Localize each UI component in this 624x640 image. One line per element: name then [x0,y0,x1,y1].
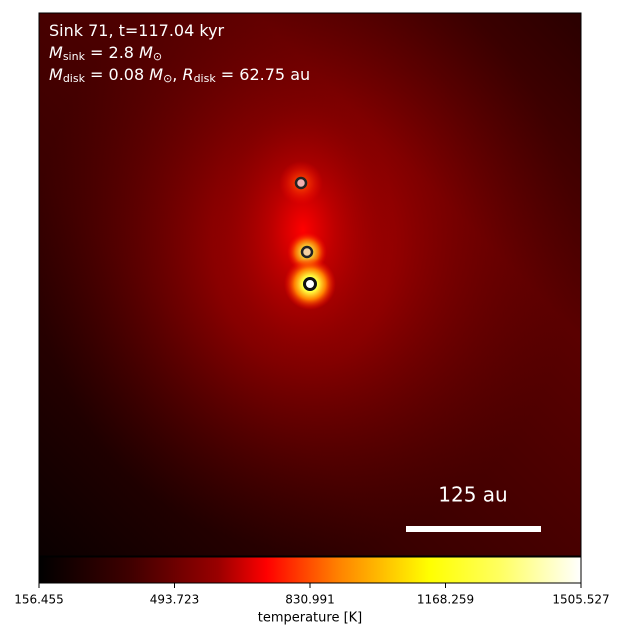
tick-label: 156.455 [14,593,64,607]
tick-label: 1168.259 [417,593,474,607]
annotation: Msink = 2.8 M⊙ [49,43,162,64]
scale-bar [406,526,541,532]
tick-label: 1505.527 [552,593,609,607]
tick-label: 830.991 [285,593,335,607]
colorbar-ticks: 156.455 493.723 830.991 1168.259 1505.527 [14,583,610,607]
sink-marker [300,245,314,259]
colorbar-label: temperature [K] [258,611,363,626]
scale-bar-label: 125 au [438,483,507,507]
temperature-map [39,13,581,556]
annotation: Sink 71, t=117.04 kyr [49,21,225,40]
annotation: Mdisk = 0.08 M⊙, Rdisk = 62.75 au [49,65,310,86]
colorbar [38,556,582,584]
frame [38,12,582,557]
sink-marker [294,176,308,190]
tick-label: 493.723 [150,593,200,607]
sink-marker [303,277,317,291]
